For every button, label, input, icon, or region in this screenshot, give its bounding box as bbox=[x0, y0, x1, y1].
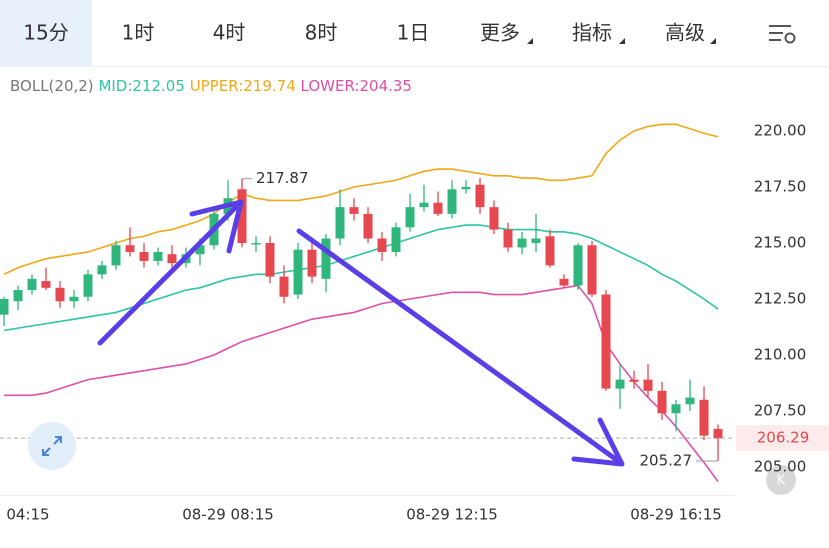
candle-body bbox=[419, 202, 429, 208]
candle-body bbox=[699, 399, 709, 436]
dropdown-caret bbox=[619, 38, 625, 44]
candle-body bbox=[685, 397, 695, 405]
candle-body bbox=[573, 245, 583, 286]
candle-body bbox=[279, 276, 289, 297]
settings-icon[interactable] bbox=[769, 25, 796, 44]
scroll-right-button[interactable] bbox=[766, 465, 796, 495]
legend-item: BOLL(20,2) bbox=[10, 77, 94, 95]
dropdown-caret bbox=[527, 38, 533, 44]
tab[interactable]: 15分 bbox=[23, 21, 68, 45]
y-tick-label: 210.00 bbox=[754, 346, 807, 364]
candle-body bbox=[69, 296, 79, 302]
y-tick-label: 207.50 bbox=[754, 402, 807, 420]
candle-body bbox=[307, 249, 317, 277]
max-label: 217.87 bbox=[256, 169, 309, 187]
candle-body bbox=[27, 278, 37, 291]
y-tick-label: 215.00 bbox=[754, 234, 807, 252]
candle-body bbox=[615, 379, 625, 389]
min-label: 205.27 bbox=[640, 451, 693, 469]
x-tick-label: 08-29 08:15 bbox=[182, 506, 274, 524]
tab[interactable]: 4时 bbox=[213, 21, 246, 45]
candle-body bbox=[531, 238, 541, 243]
tab-bar: 15分 1时 4时 8时 1日 更多 指标 高级 bbox=[23, 21, 705, 45]
candle-body bbox=[587, 245, 597, 295]
tab[interactable]: 1时 bbox=[122, 21, 155, 45]
y-tick-label: 212.50 bbox=[754, 290, 807, 308]
candle-body bbox=[503, 229, 513, 248]
candle-body bbox=[265, 243, 275, 277]
x-tick-label: 08-29 16:15 bbox=[630, 506, 722, 524]
candle-body bbox=[643, 379, 653, 391]
candle-body bbox=[0, 299, 9, 315]
tab[interactable]: 1日 bbox=[397, 21, 430, 45]
candle-body bbox=[713, 428, 723, 439]
y-tick-label: 205.00 bbox=[754, 458, 807, 476]
candle-body bbox=[111, 245, 121, 266]
candle-body bbox=[657, 390, 667, 414]
candle-body bbox=[251, 243, 261, 245]
x-tick-label: 04:15 bbox=[6, 506, 49, 524]
candle-body bbox=[517, 238, 527, 248]
candle-body bbox=[405, 207, 415, 228]
band-line bbox=[3, 123, 719, 276]
last-price-tag bbox=[736, 425, 829, 452]
y-tick-label: 217.50 bbox=[754, 178, 807, 196]
candle-body bbox=[41, 281, 51, 288]
tab[interactable]: 8时 bbox=[305, 21, 338, 45]
expand-button[interactable] bbox=[28, 422, 76, 470]
candle-body bbox=[293, 249, 303, 295]
candle-body bbox=[97, 265, 107, 275]
candle-body bbox=[237, 189, 247, 243]
candle-body bbox=[195, 245, 205, 255]
candle-body bbox=[559, 278, 569, 286]
band-line bbox=[4, 284, 719, 483]
expand-icon bbox=[42, 436, 62, 456]
candle-body bbox=[335, 207, 345, 239]
candle-body bbox=[363, 213, 373, 239]
legend-item: LOWER:204.35 bbox=[301, 77, 412, 95]
candle-body bbox=[83, 274, 93, 297]
indicator-legend: BOLL(20,2) MID:212.05 UPPER:219.74 LOWER… bbox=[10, 77, 412, 95]
plot-area bbox=[0, 123, 735, 483]
legend-item: UPPER:219.74 bbox=[190, 77, 296, 95]
tab[interactable]: 高级 bbox=[665, 21, 705, 45]
y-tick-label: 220.00 bbox=[754, 122, 807, 140]
candle-body bbox=[475, 184, 485, 208]
active-tab-bg bbox=[0, 0, 92, 66]
trend-arrows bbox=[97, 199, 625, 467]
candle-body bbox=[349, 207, 359, 214]
candle-body bbox=[545, 236, 555, 266]
dropdown-caret bbox=[710, 38, 716, 44]
candle-body bbox=[153, 251, 163, 261]
candle-body bbox=[321, 238, 331, 279]
band-line bbox=[3, 224, 719, 332]
candle-body bbox=[125, 245, 135, 252]
scroll-icon: K bbox=[777, 474, 786, 489]
legend-item: MID:212.05 bbox=[98, 77, 184, 95]
tab[interactable]: 指标 bbox=[572, 21, 612, 45]
candle-body bbox=[391, 227, 401, 252]
candle-body bbox=[671, 404, 681, 414]
tab[interactable]: 更多 bbox=[480, 21, 520, 45]
candle-body bbox=[377, 238, 387, 252]
candle-body bbox=[601, 294, 611, 389]
candle-body bbox=[461, 187, 471, 190]
candle-body bbox=[489, 207, 499, 230]
candle-body bbox=[55, 287, 65, 302]
candle-body bbox=[629, 379, 639, 382]
candle-body bbox=[167, 254, 177, 264]
candle-body bbox=[13, 290, 23, 302]
last-price-label: 206.29 bbox=[757, 429, 810, 447]
candle-body bbox=[447, 189, 457, 214]
x-tick-label: 08-29 12:15 bbox=[406, 506, 498, 524]
candle-body bbox=[433, 202, 443, 214]
candle-body bbox=[139, 251, 149, 261]
